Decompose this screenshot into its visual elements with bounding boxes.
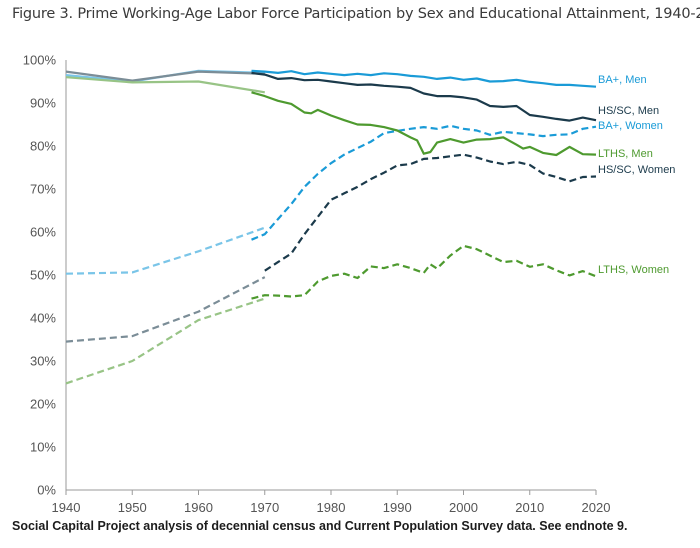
series-label-hs-sc-men: HS/SC, Men — [598, 105, 659, 117]
y-tick-label: 50% — [30, 268, 56, 283]
x-tick-label: 2010 — [515, 500, 544, 515]
series-lths-men-line — [251, 91, 597, 157]
series-lths-men-decennial-line — [65, 76, 265, 94]
chart-series-labels: BA+, Men HS/SC, Men BA+, Women LTHS, Men HS/… — [598, 74, 675, 276]
series-ba-men-line — [251, 69, 597, 88]
x-tick-label: 1990 — [383, 500, 412, 515]
x-tick-label: 2000 — [449, 500, 478, 515]
y-tick-label: 10% — [30, 440, 56, 455]
y-tick-label: 70% — [30, 182, 56, 197]
y-tick-label: 30% — [30, 354, 56, 369]
series-hs-sc-women-decennial-line — [65, 276, 266, 343]
series-label-ba-women: BA+, Women — [598, 120, 663, 132]
chart-title: Figure 3. Prime Working-Age Labor Force … — [12, 6, 700, 22]
series-hs-sc-men-line — [251, 71, 597, 122]
series-ba-women-decennial-line — [65, 226, 266, 275]
x-tick-label: 1970 — [250, 500, 279, 515]
x-tick-label: 1940 — [52, 500, 81, 515]
y-tick-label: 0% — [37, 483, 56, 498]
series-label-lths-men: LTHS, Men — [598, 148, 653, 160]
y-tick-label: 90% — [30, 96, 56, 111]
y-tick-label: 60% — [30, 225, 56, 240]
series-hs-sc-men-decennial-line — [65, 70, 265, 82]
y-tick-label: 80% — [30, 139, 56, 154]
y-tick-label: 100% — [23, 53, 57, 68]
series-lths-women-decennial-line — [65, 297, 266, 385]
x-tick-label: 1950 — [118, 500, 147, 515]
series-label-lths-women: LTHS, Women — [598, 264, 669, 276]
source-note: Social Capital Project analysis of decen… — [12, 519, 628, 533]
series-label-ba-men: BA+, Men — [598, 74, 647, 86]
x-tick-label: 1960 — [184, 500, 213, 515]
series-label-hs-sc-women: HS/SC, Women — [598, 164, 675, 176]
chart-series — [65, 69, 597, 385]
series-ba-women-line — [251, 124, 597, 241]
series-lths-women-line — [251, 244, 597, 300]
x-tick-label: 2020 — [582, 500, 611, 515]
x-tick-label: 1980 — [317, 500, 346, 515]
y-tick-label: 40% — [30, 311, 56, 326]
series-hs-sc-women-line — [264, 153, 597, 272]
y-tick-label: 20% — [30, 397, 56, 412]
chart-axes: 0% 10% 20% 30% 40% 50% 60% 70% 80% 90% 100% 1940 195… — [23, 53, 611, 516]
